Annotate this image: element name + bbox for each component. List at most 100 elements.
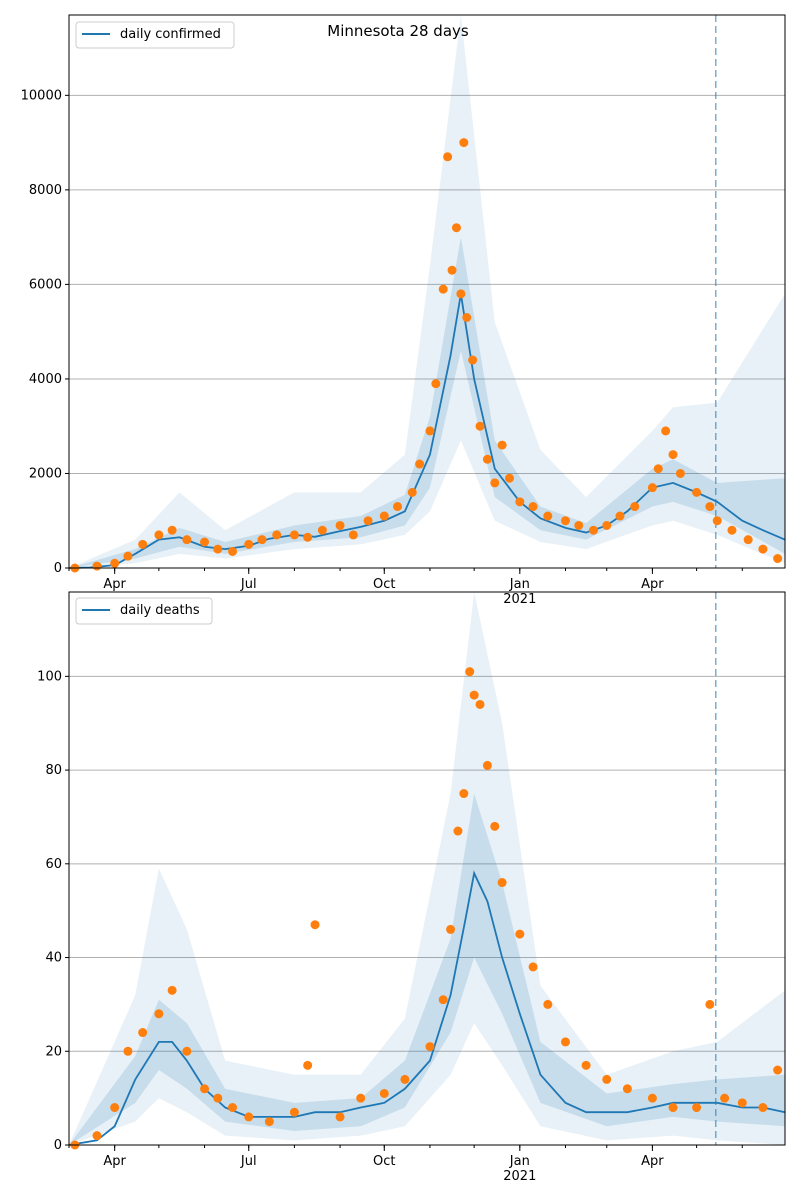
data-point [154, 530, 164, 540]
x-tick-label: Apr [641, 577, 664, 592]
data-point [574, 520, 584, 530]
data-point [469, 690, 479, 700]
data-point [348, 530, 358, 540]
y-tick-label: 80 [45, 763, 62, 778]
data-point [490, 821, 500, 831]
data-point [515, 929, 525, 939]
data-point [675, 468, 685, 478]
uncertainty-band [69, 592, 785, 1145]
data-point [138, 1028, 148, 1038]
data-point [154, 1009, 164, 1019]
data-point [712, 516, 722, 526]
data-point [720, 1093, 730, 1103]
data-point [737, 1098, 747, 1108]
data-point [727, 525, 737, 535]
data-point [560, 1037, 570, 1047]
data-point [264, 1117, 274, 1127]
x-tick-label: Apr [641, 1154, 664, 1169]
data-point [138, 539, 148, 549]
data-point [244, 539, 254, 549]
x-tick-label: Jul [240, 577, 257, 592]
data-point [446, 924, 456, 934]
data-point [465, 667, 475, 677]
data-point [244, 1112, 254, 1122]
data-point [462, 312, 472, 322]
data-point [257, 535, 267, 545]
y-tick-label: 8000 [29, 183, 62, 198]
data-point [200, 537, 210, 547]
x-tick-label: Oct [373, 577, 395, 592]
data-point [182, 535, 192, 545]
y-tick-label: 0 [54, 561, 62, 576]
data-point [213, 544, 223, 554]
data-point [228, 546, 238, 556]
data-point [668, 450, 678, 460]
data-point [692, 487, 702, 497]
data-point [438, 995, 448, 1005]
x-tick-label: Jan [509, 577, 530, 592]
confirmed-legend: daily confirmed [75, 21, 235, 49]
data-point [692, 1103, 702, 1113]
data-point [758, 544, 768, 554]
data-point [528, 502, 538, 512]
data-point [482, 760, 492, 770]
y-tick-label: 6000 [29, 277, 62, 292]
data-point [110, 558, 120, 568]
data-point [453, 826, 463, 836]
data-point [602, 1074, 612, 1084]
data-point [497, 440, 507, 450]
data-point [303, 1060, 313, 1070]
data-point [705, 502, 715, 512]
data-point [743, 535, 753, 545]
data-point [110, 1103, 120, 1113]
data-point [335, 1112, 345, 1122]
data-point [356, 1093, 366, 1103]
data-point [431, 379, 441, 389]
data-point [459, 138, 469, 148]
data-point [705, 999, 715, 1009]
deaths-legend: daily deaths [75, 597, 213, 625]
legend-box [75, 597, 213, 625]
data-point [400, 1074, 410, 1084]
data-point [182, 1046, 192, 1056]
legend-box [75, 21, 235, 49]
data-point [602, 520, 612, 530]
y-tick-label: 100 [37, 669, 62, 684]
data-point [363, 516, 373, 526]
data-point [447, 265, 457, 275]
data-point [317, 525, 327, 535]
data-point [758, 1103, 768, 1113]
data-point [303, 532, 313, 542]
series-line-daily-deaths [68, 870, 786, 1146]
data-point [425, 1042, 435, 1052]
data-point [438, 284, 448, 294]
data-point [653, 464, 663, 474]
data-point [167, 525, 177, 535]
x-tick-label: Apr [103, 1154, 126, 1169]
data-point [289, 1107, 299, 1117]
data-point [773, 554, 783, 564]
data-point [443, 152, 453, 162]
uncertainty-band [69, 793, 785, 1145]
data-point [615, 511, 625, 521]
y-tick-label: 4000 [29, 372, 62, 387]
data-point [213, 1093, 223, 1103]
data-point [415, 459, 425, 469]
data-point [543, 511, 553, 521]
data-point [335, 520, 345, 530]
data-point [459, 789, 469, 799]
data-point [228, 1103, 238, 1113]
y-tick-label: 10000 [21, 88, 62, 103]
x-tick-label: Oct [373, 1154, 395, 1169]
x-tick-label: Apr [103, 577, 126, 592]
data-point [407, 487, 417, 497]
data-point [475, 699, 485, 709]
data-point [505, 473, 515, 483]
data-point [588, 525, 598, 535]
data-point [773, 1065, 783, 1075]
data-point [468, 355, 478, 365]
x-tick-label: 2021 [503, 1169, 536, 1184]
